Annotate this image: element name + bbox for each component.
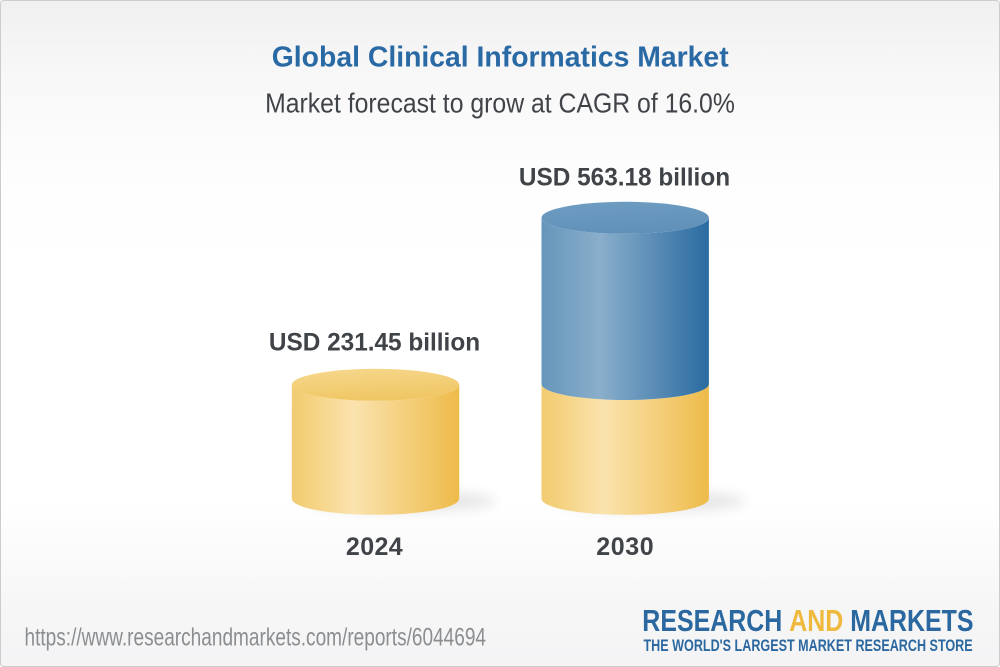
svg-text:Market forecast to grow at CAG: Market forecast to grow at CAGR of 16.0% bbox=[265, 87, 735, 119]
svg-text:THE WORLD'S LARGEST MARKET RES: THE WORLD'S LARGEST MARKET RESEARCH STOR… bbox=[644, 637, 973, 655]
svg-text:https://www.researchandmarkets: https://www.researchandmarkets.com/repor… bbox=[25, 623, 487, 651]
svg-text:Global Clinical Informatics Ma: Global Clinical Informatics Market bbox=[272, 41, 729, 73]
svg-text:USD 231.45 billion: USD 231.45 billion bbox=[269, 329, 480, 356]
svg-text:2024: 2024 bbox=[346, 533, 403, 561]
svg-text:USD 563.18 billion: USD 563.18 billion bbox=[519, 164, 730, 191]
svg-text:RESEARCH AND MARKETS: RESEARCH AND MARKETS bbox=[642, 603, 973, 637]
svg-text:2030: 2030 bbox=[596, 533, 654, 561]
